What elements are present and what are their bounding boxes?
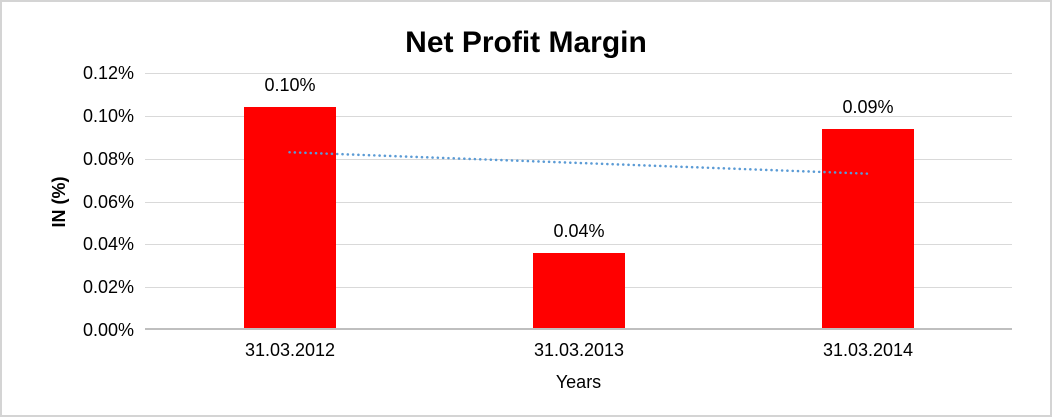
y-tick-label: 0.10%: [82, 106, 134, 126]
bar: [244, 107, 336, 328]
bar-value-label: 0.09%: [842, 97, 894, 117]
bar: [822, 129, 914, 328]
x-category-label: 31.03.2012: [244, 340, 336, 360]
y-tick-label: 0.06%: [82, 192, 134, 212]
gridline: [145, 202, 1012, 203]
chart-title: Net Profit Margin: [405, 26, 647, 59]
bar-value-label: 0.10%: [264, 75, 316, 95]
y-tick-label: 0.02%: [82, 277, 134, 297]
x-axis-title: Years: [555, 372, 602, 392]
x-category-label: 31.03.2013: [533, 340, 625, 360]
gridline: [145, 73, 1012, 74]
gridline: [145, 116, 1012, 117]
y-tick-label: 0.00%: [82, 320, 134, 340]
x-axis-line: [145, 328, 1012, 330]
y-tick-label: 0.12%: [82, 63, 134, 83]
x-category-label: 31.03.2014: [822, 340, 914, 360]
plot-area: 0.10% 0.04% 0.09%: [145, 73, 1012, 330]
bar: [533, 253, 625, 328]
y-tick-label: 0.04%: [82, 234, 134, 254]
gridline: [145, 244, 1012, 245]
y-tick-label: 0.08%: [82, 149, 134, 169]
bar-value-label: 0.04%: [553, 221, 605, 241]
